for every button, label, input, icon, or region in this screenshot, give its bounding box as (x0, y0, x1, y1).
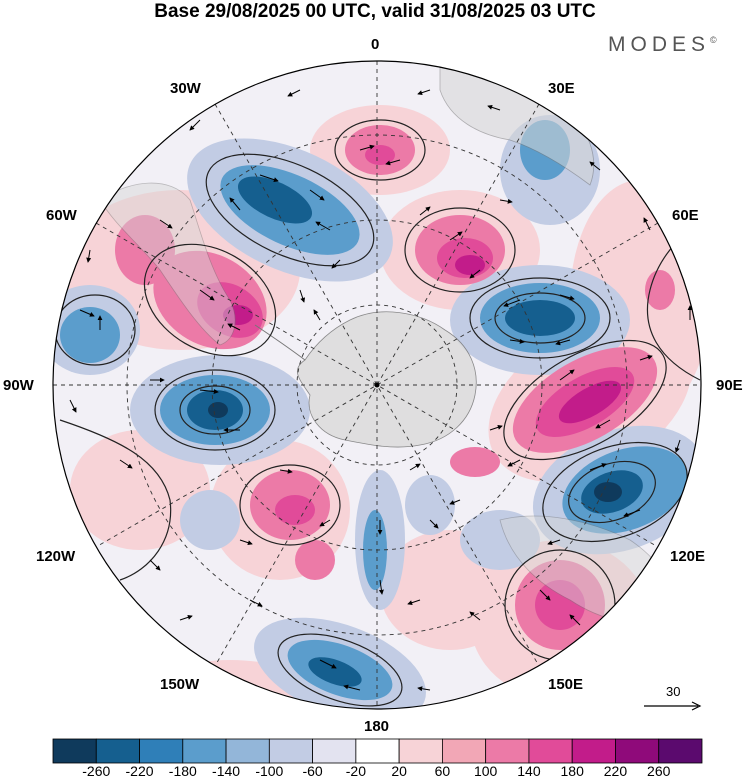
brand-mark: © (710, 35, 717, 45)
lon-label-90e: 90E (716, 377, 743, 394)
colorbar-tick-label: -60 (302, 763, 323, 779)
colorbar-tick-label: -220 (125, 763, 154, 779)
colorbar-tick-label: 100 (473, 763, 498, 779)
colorbar-tick-label: 260 (647, 763, 671, 779)
colorbar-swatch (441, 738, 487, 764)
positive-anomaly-core (223, 255, 622, 424)
lon-label-150w: 150W (160, 676, 200, 693)
reference-vector-label: 30 (666, 684, 681, 699)
map-boundary (52, 60, 702, 710)
colorbar-swatch (355, 738, 400, 764)
lon-label-30e: 30E (548, 80, 575, 97)
antarctic-peninsula (254, 324, 306, 361)
lon-label-150e: 150E (548, 676, 584, 693)
lon-label-180: 180 (364, 718, 390, 735)
colorbar-tick-label: 180 (560, 763, 584, 779)
colorbar-swatch (658, 738, 703, 764)
reference-vector: 30 (642, 684, 704, 720)
colorbar-tick-label: 220 (603, 763, 628, 779)
lon-label-120w: 120W (36, 548, 76, 565)
colorbar-swatch (182, 738, 227, 764)
colorbar-tick-label: -140 (212, 763, 241, 779)
lon-label-60e: 60E (672, 207, 699, 224)
colorbar-swatch (268, 738, 314, 764)
colorbar-labels: -260 -220 -180 -140 -100 -60 -20 20 60 100 140 180 2… (0, 763, 750, 783)
lon-label-60w: 60W (46, 207, 77, 224)
colorbar-swatch (398, 738, 443, 764)
colorbar-swatch (225, 738, 270, 764)
map-field (53, 61, 701, 709)
wind-vectors (69, 89, 693, 692)
colorbar-swatch (485, 738, 530, 764)
colorbar-tick-label: 140 (517, 763, 541, 779)
lon-label-0: 0 (371, 36, 380, 53)
lon-label-30w: 30W (170, 80, 201, 97)
colorbar-tick-label: -20 (345, 763, 366, 779)
colorbar-tick-label: -260 (82, 763, 111, 779)
colorbar-swatch (615, 738, 660, 764)
geopotential-contours (54, 119, 701, 707)
colorbar-tick-label: 20 (391, 763, 407, 779)
colorbar-swatch (139, 738, 184, 764)
lon-label-90w: 90W (3, 377, 34, 394)
lon-label-120e: 120E (670, 548, 706, 565)
graticule (53, 61, 701, 709)
colorbar-swatch (571, 738, 616, 764)
colorbar-tick-label: -180 (168, 763, 197, 779)
chart-title: Base 29/08/2025 00 UTC, valid 31/08/2025… (154, 1, 596, 22)
colorbar-tick-label: -100 (255, 763, 284, 779)
colorbar-swatch (52, 738, 97, 764)
colorbar-swatch (95, 738, 140, 764)
negative-anomaly-dark (187, 176, 643, 687)
colorbar-tick-label: 60 (434, 763, 451, 779)
brand-logo: MODES© (608, 33, 717, 57)
colorbar-swatch (528, 738, 573, 764)
brand-name: MODES (608, 33, 711, 56)
south-pole-marker (374, 382, 380, 388)
colorbar (52, 738, 703, 764)
colorbar-swatch (312, 738, 357, 764)
